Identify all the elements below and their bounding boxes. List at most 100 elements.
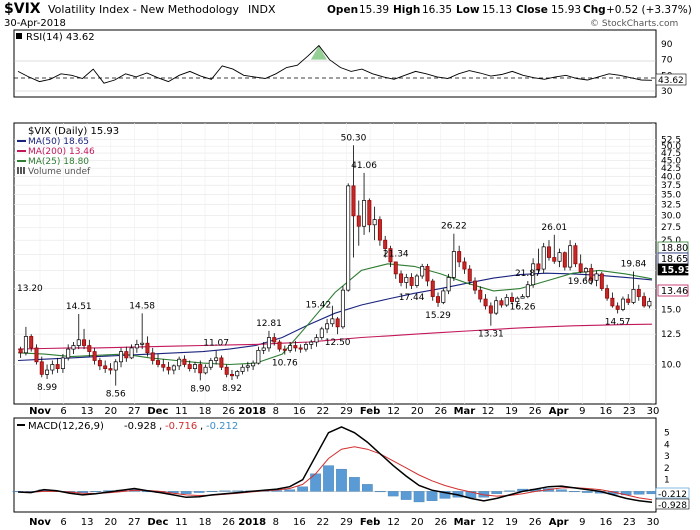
macd-label: MACD(12,26,9): [28, 421, 104, 432]
candle-body-up: [340, 289, 345, 328]
macd-histogram-bar: [439, 491, 451, 499]
candle-body-up: [45, 369, 50, 375]
candle-body-down: [562, 252, 567, 268]
candle: [29, 334, 34, 352]
candle-body-down: [488, 305, 493, 314]
candle-body-down: [92, 351, 97, 361]
candle: [39, 356, 44, 378]
candle: [203, 364, 208, 375]
candle: [303, 342, 308, 352]
candle-body-up: [261, 347, 266, 351]
price-axis-tick: 50.0: [661, 142, 681, 152]
candle: [562, 251, 567, 271]
candle: [325, 318, 330, 334]
candle-body-down: [272, 337, 277, 343]
x-axis-label-bottom: Apr: [549, 517, 569, 528]
macd-value: -0.928: [124, 421, 156, 432]
candle-body-down: [610, 297, 615, 307]
x-axis-label: Mar: [454, 406, 476, 417]
x-axis-label-bottom: 12: [387, 517, 400, 528]
price-tag-text: 18.80: [661, 243, 688, 254]
rsi-legend-swatch: [16, 33, 22, 39]
x-axis-label-bottom: 20: [104, 517, 117, 528]
candle: [55, 357, 60, 373]
legend-entry: MA(50) 18.65: [28, 137, 89, 147]
macd-histogram-bar: [556, 489, 567, 492]
x-axis-label-bottom: 23: [623, 517, 636, 528]
open-label: Open: [327, 4, 358, 16]
macd-legend: MACD(12,26,9) -0.928 , -0.716 , -0.212: [17, 421, 238, 432]
candle: [214, 350, 219, 365]
candle: [261, 342, 266, 355]
candle: [171, 364, 176, 375]
x-axis-label-bottom: 26: [222, 517, 235, 528]
x-axis-label: Feb: [360, 406, 380, 417]
candle: [87, 339, 92, 357]
candle-body-up: [515, 297, 520, 302]
index-name: Volatility Index - New Methodology: [48, 3, 239, 16]
x-axis-label: 20: [411, 406, 424, 417]
legend-swatch: [20, 167, 22, 174]
candle: [356, 200, 361, 246]
candle: [208, 357, 213, 371]
x-axis-label-bottom: 29: [340, 517, 353, 528]
candle: [251, 360, 256, 371]
candle: [92, 347, 97, 365]
candle: [71, 342, 76, 355]
x-axis-label: 26: [222, 406, 235, 417]
price-annotation: 8.90: [190, 384, 210, 394]
candle: [293, 340, 298, 352]
macd-histogram-bar: [206, 491, 218, 492]
price-axis-tick: 10.0: [661, 361, 681, 371]
macd-histogram-bar: [387, 491, 399, 497]
macd-value-tag-text: -0.928: [658, 501, 687, 511]
candle-body-down: [161, 364, 166, 368]
candle: [60, 354, 65, 373]
price-tag-text: 15.93: [661, 265, 691, 276]
candle-body-up: [240, 366, 245, 372]
macd-axis-tick: 5: [664, 429, 670, 439]
candle: [282, 345, 287, 355]
candle: [198, 360, 203, 381]
candle-body-down: [367, 200, 372, 226]
moving-averages: [17, 263, 653, 366]
x-axis-label: 13: [81, 406, 94, 417]
x-axis-label-bottom: 22: [317, 517, 330, 528]
x-axis-label: Dec: [147, 406, 168, 417]
candle: [636, 284, 641, 301]
x-axis-label: 29: [340, 406, 353, 417]
candle: [319, 326, 324, 340]
candle-body-down: [573, 245, 578, 265]
candle-body-down: [103, 365, 108, 369]
price-axis-tick: 40.0: [661, 172, 681, 182]
rsi-label: RSI(14) 43.62: [26, 32, 95, 43]
exchange: INDX: [248, 3, 276, 16]
x-axis-label: 11: [175, 406, 188, 417]
svg-text:,: ,: [159, 421, 162, 432]
candle-body-up: [346, 185, 351, 291]
x-axis-label: 18: [199, 406, 212, 417]
rsi-value-tag-text: 43.62: [658, 76, 684, 86]
watermark: © StockCharts.com: [590, 19, 678, 29]
candle-body-down: [145, 342, 150, 354]
ma-line-200: [17, 323, 653, 350]
price-annotation: 13.20: [17, 284, 43, 294]
candle: [245, 361, 250, 372]
price-tag-text: 13.46: [661, 286, 688, 297]
macd-axis-tick: 1: [664, 476, 670, 486]
legend-entry: Volume undef: [28, 167, 91, 177]
candle: [377, 216, 382, 246]
candle: [425, 263, 430, 287]
candle-body-up: [177, 358, 182, 367]
price-axis-tick: 45.0: [661, 156, 681, 166]
x-axis-bottom: Nov 6 13 20 27 Dec 11 18 26 2018 8 16 22 29 Feb 12 20 26 M…: [29, 517, 659, 528]
candle: [235, 370, 240, 379]
ma-line-25: [17, 263, 653, 366]
candle-body-down: [293, 345, 298, 349]
candle: [150, 347, 155, 365]
candle-body-up: [330, 318, 335, 325]
legend-entry: MA(25) 18.80: [28, 157, 89, 167]
legend-entry: MA(200) 13.46: [28, 147, 95, 157]
svg-text:,: ,: [200, 421, 203, 432]
